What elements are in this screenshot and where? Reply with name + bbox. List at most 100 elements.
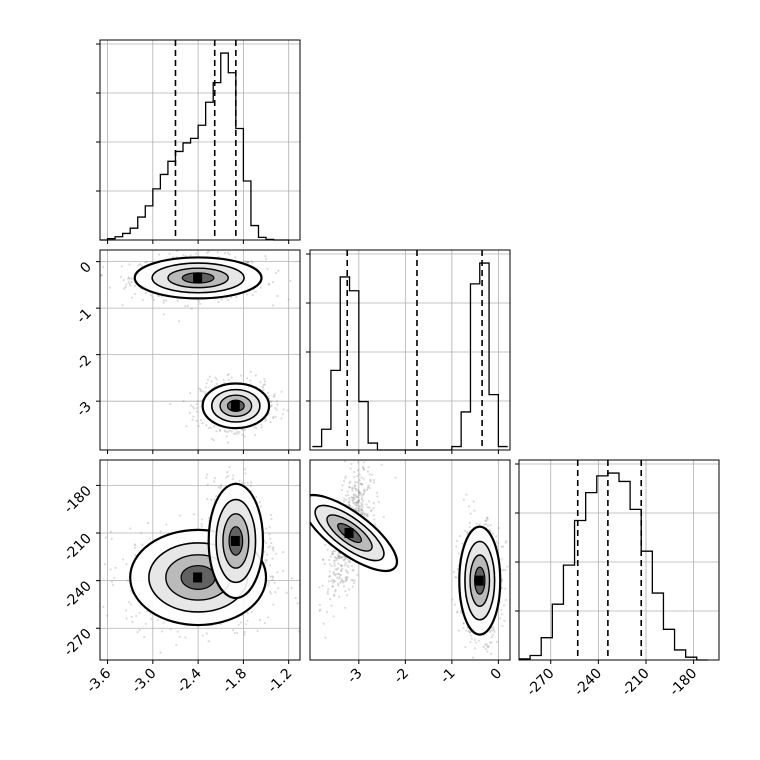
sample-point [360, 498, 363, 501]
y-tick-label: -3 [74, 399, 95, 420]
sample-point [354, 508, 357, 512]
sample-point [351, 497, 354, 500]
sample-point [282, 413, 285, 416]
sample-point [213, 384, 216, 388]
sample-point [186, 304, 189, 308]
density-panel-param1-vs-param2: -3 -2 -1 0 [309, 459, 511, 687]
sample-point [365, 515, 368, 518]
sample-point [456, 610, 459, 613]
sample-point [175, 643, 178, 647]
sample-point [356, 509, 359, 513]
sample-point [338, 573, 341, 576]
sample-point [342, 480, 346, 483]
sample-point [486, 516, 489, 519]
sample-point [362, 468, 365, 471]
histogram-panel-param1 [306, 249, 511, 454]
sample-point [159, 530, 162, 533]
sample-point [268, 412, 271, 415]
sample-point [358, 491, 362, 494]
sample-point [222, 379, 225, 382]
sample-point [269, 513, 273, 517]
sample-point [455, 545, 458, 548]
sample-point [504, 541, 507, 544]
sample-point [487, 524, 490, 527]
sample-point [362, 492, 365, 495]
sample-point [363, 488, 366, 491]
sample-point [192, 415, 195, 418]
sample-point [486, 650, 489, 653]
sample-point [332, 572, 335, 575]
sample-point [357, 499, 360, 502]
sample-point [97, 610, 99, 612]
sample-point [468, 525, 471, 529]
sample-point [269, 537, 272, 540]
sample-point [363, 513, 366, 516]
axes-frame [309, 459, 511, 661]
sample-point [273, 581, 276, 584]
sample-point [273, 392, 276, 396]
sample-point [250, 481, 253, 484]
sample-point [125, 563, 128, 566]
sample-point [275, 408, 278, 411]
sample-point [185, 425, 188, 428]
sample-point [368, 473, 371, 476]
sample-point [149, 617, 153, 620]
sample-point [234, 256, 237, 259]
sample-point [108, 286, 112, 289]
sample-point [215, 382, 219, 386]
sample-point [223, 429, 226, 432]
sample-point [261, 385, 264, 388]
sample-point [332, 593, 336, 596]
sample-point [506, 565, 509, 568]
sample-point [363, 513, 367, 516]
sample-point [351, 499, 354, 503]
sample-point [227, 378, 230, 382]
sample-point [370, 510, 373, 513]
sample-point [157, 253, 161, 256]
sample-point [321, 558, 325, 561]
sample-point [330, 579, 333, 583]
sample-point [199, 418, 203, 422]
sample-point [459, 610, 463, 613]
sample-point [375, 491, 379, 494]
sample-point [271, 547, 274, 550]
sample-point [502, 604, 506, 607]
sample-point [347, 501, 351, 504]
sample-point [140, 531, 143, 535]
sample-point [271, 575, 274, 578]
sample-point [243, 468, 247, 471]
sample-point [205, 382, 208, 385]
sample-point [475, 522, 478, 525]
sample-point [331, 552, 334, 555]
sample-point [258, 501, 261, 504]
sample-point [259, 505, 262, 508]
sample-point [123, 287, 126, 290]
sample-point [349, 480, 352, 483]
sample-point [346, 557, 349, 560]
sample-point [337, 556, 341, 559]
sample-point [272, 546, 275, 549]
sample-point [498, 617, 502, 620]
sample-point [229, 296, 233, 299]
sample-point [343, 580, 346, 583]
sample-point [355, 504, 358, 507]
sample-point [104, 536, 108, 539]
sample-point [272, 603, 275, 606]
sample-point [199, 388, 202, 391]
sample-point [264, 419, 267, 422]
sample-point [473, 509, 476, 512]
sample-point [161, 630, 164, 633]
sample-point [245, 623, 248, 626]
sample-point [230, 430, 233, 433]
sample-point [324, 543, 327, 547]
sample-point [207, 640, 210, 643]
sample-point [157, 294, 161, 298]
sample-point [250, 260, 253, 263]
sample-point [122, 279, 125, 282]
sample-point [500, 578, 504, 581]
sample-point [210, 437, 214, 440]
sample-point [338, 595, 341, 598]
sample-point [344, 477, 347, 480]
sample-point [345, 579, 348, 582]
sample-point [356, 469, 360, 472]
